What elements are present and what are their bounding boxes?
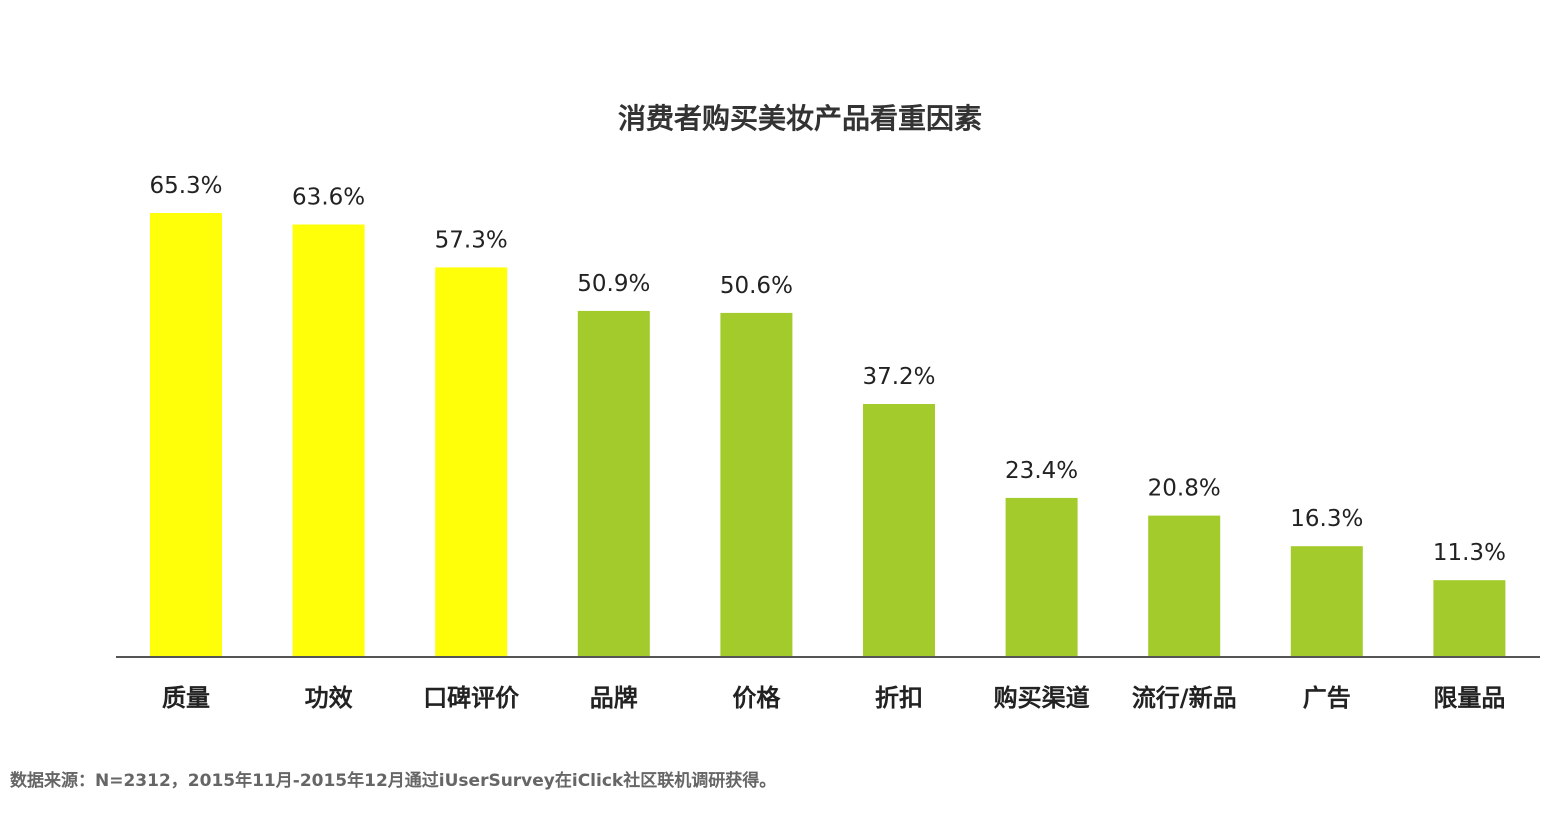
value-label-9: 16.3% — [1290, 506, 1363, 532]
value-label-2: 63.6% — [292, 185, 365, 211]
category-label-4: 品牌 — [590, 684, 638, 712]
bar-5 — [720, 312, 793, 657]
category-label-6: 折扣 — [875, 684, 923, 712]
bar-8 — [1148, 515, 1221, 657]
category-labels-group: 质量 功效 口碑评价 品牌 价格 折扣 购买渠道 流行/新品 广告 限量品 — [162, 684, 1505, 712]
source-note: 数据来源：N=2312，2015年11月-2015年12月通过iUserSurv… — [10, 771, 777, 791]
value-label-7: 23.4% — [1005, 458, 1078, 484]
bar-1 — [150, 213, 222, 657]
chart-title: 消费者购买美妆产品看重因素 — [618, 102, 982, 135]
bar-chart: 消费者购买美妆产品看重因素 65.3% 63.6% 57.3% 50.9% 50.6% 3… — [116, 102, 1540, 712]
value-label-5: 50.6% — [720, 273, 793, 299]
category-label-3: 口碑评价 — [423, 684, 520, 712]
category-label-7: 购买渠道 — [994, 684, 1090, 712]
value-labels-group: 65.3% 63.6% 57.3% 50.9% 50.6% 37.2% 23.4% 20.8%… — [149, 173, 1505, 566]
bar-6 — [863, 404, 935, 657]
bars-group — [150, 213, 1506, 657]
bar-10 — [1433, 580, 1506, 657]
value-label-8: 20.8% — [1148, 476, 1221, 502]
value-label-10: 11.3% — [1433, 540, 1506, 566]
bar-9 — [1290, 546, 1363, 657]
bar-3 — [435, 267, 508, 657]
category-label-1: 质量 — [162, 684, 210, 712]
value-label-4: 50.9% — [577, 271, 650, 297]
bar-2 — [292, 224, 365, 657]
category-label-5: 价格 — [732, 684, 781, 712]
bar-4 — [577, 310, 650, 657]
category-label-9: 广告 — [1303, 684, 1351, 712]
category-label-2: 功效 — [305, 684, 353, 712]
value-label-3: 57.3% — [435, 227, 508, 253]
value-label-6: 37.2% — [862, 364, 935, 390]
value-label-1: 65.3% — [149, 173, 222, 199]
category-label-8: 流行/新品 — [1132, 684, 1237, 712]
bar-7 — [1005, 497, 1078, 657]
category-label-10: 限量品 — [1433, 684, 1505, 712]
